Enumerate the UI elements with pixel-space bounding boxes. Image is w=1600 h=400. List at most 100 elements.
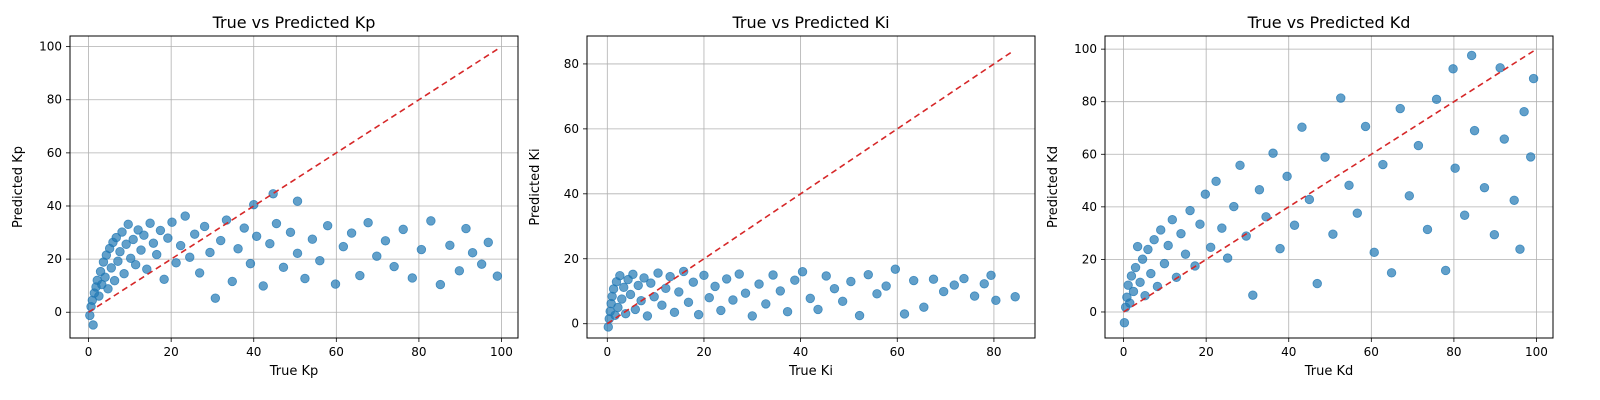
scatter-point — [991, 295, 1001, 306]
scatter-point — [363, 218, 373, 228]
scatter-point — [189, 229, 200, 239]
scatter-point — [617, 294, 627, 304]
scatter-point — [969, 291, 980, 301]
scatter-point — [1119, 318, 1130, 328]
scatter-point — [1469, 125, 1480, 136]
y-tick-label: 60 — [1082, 147, 1097, 161]
scatter-point — [1404, 191, 1415, 201]
scatter-point — [890, 264, 901, 274]
scatter-point — [704, 293, 714, 303]
scatter-point — [1130, 262, 1141, 273]
scatter-point — [210, 293, 221, 303]
scatter-point — [854, 310, 865, 321]
x-tick-label: 20 — [164, 345, 179, 359]
scatter-point — [928, 274, 939, 284]
y-tick-label: 0 — [54, 305, 62, 319]
y-tick-label: 80 — [564, 57, 579, 71]
scatter-point — [693, 309, 704, 320]
x-axis-label: True Kp — [269, 364, 319, 379]
scatter-point — [233, 244, 243, 254]
x-tick-label: 20 — [1199, 345, 1214, 359]
scatter-point — [346, 228, 357, 238]
scatter-point — [380, 236, 391, 246]
scatter-point — [123, 219, 133, 230]
scatter-point — [258, 281, 268, 291]
scatter-point — [1185, 205, 1195, 216]
scatter-point — [1328, 229, 1338, 239]
scatter-point — [109, 275, 120, 286]
scatter-point — [619, 282, 629, 293]
x-tick-label: 100 — [1525, 345, 1548, 359]
scatter-point — [979, 279, 989, 289]
scatter-point — [265, 239, 275, 249]
scatter-point — [959, 273, 969, 284]
scatter-point — [657, 300, 667, 310]
scatter-point — [245, 258, 256, 269]
scatter-point — [881, 281, 891, 291]
scatter-point — [1275, 243, 1285, 254]
chart-panel-ki: 0 20 40 60 80 0 20 40 60 80 True vs Predicted Ki Tr… — [528, 13, 1036, 379]
scatter-point — [398, 224, 408, 235]
scatter-point — [821, 271, 831, 281]
scatter-point — [728, 295, 738, 305]
scatter-point — [678, 266, 689, 277]
scatter-point — [908, 275, 919, 286]
scatter-point — [872, 289, 882, 299]
scatter-point — [139, 230, 149, 240]
scatter-point — [355, 270, 365, 281]
chart-title: True vs Predicted Kd — [1247, 13, 1411, 32]
y-tick-label: 80 — [1082, 95, 1097, 109]
scatter-point — [1128, 286, 1139, 297]
plot-area — [70, 36, 518, 338]
scatter-point — [1509, 195, 1519, 205]
scatter-point — [1146, 268, 1156, 279]
scatter-point — [1206, 242, 1216, 253]
scatter-point — [613, 302, 623, 313]
scatter-point — [155, 225, 166, 236]
scatter-point — [1217, 223, 1227, 233]
scatter-point — [1143, 244, 1153, 255]
scatter-point — [665, 271, 675, 282]
scatter-point — [467, 248, 478, 258]
scatter-point — [1235, 160, 1245, 171]
scatter-point — [167, 217, 177, 227]
scatter-point — [1422, 224, 1433, 235]
scatter-point — [292, 248, 303, 258]
scatter-point — [1167, 215, 1178, 225]
scatter-point — [1448, 64, 1458, 74]
scatter-point — [285, 227, 296, 237]
scatter-point — [171, 258, 181, 268]
scatter-point — [1352, 208, 1362, 218]
scatter-point — [1200, 189, 1211, 199]
y-axis-label: Predicted Ki — [528, 148, 543, 225]
scatter-point — [837, 296, 848, 307]
scatter-point — [669, 307, 680, 318]
scatter-point — [1413, 140, 1424, 151]
scatter-point — [1360, 121, 1371, 132]
scatter-point — [1312, 278, 1322, 289]
x-tick-label: 100 — [490, 345, 513, 359]
scatter-point — [128, 234, 138, 245]
scatter-point — [322, 220, 333, 231]
scatter-point — [148, 238, 159, 248]
scatter-point — [899, 309, 910, 319]
scatter-point — [805, 293, 815, 304]
reference-line — [606, 50, 1014, 325]
scatter-point — [100, 272, 110, 282]
scatter-point — [1125, 298, 1135, 308]
scatter-point — [829, 283, 840, 294]
scatter-point — [768, 270, 778, 280]
scatter-point — [1180, 249, 1191, 259]
scatter-point — [1261, 212, 1271, 222]
scatter-point — [292, 196, 303, 206]
scatter-point — [300, 273, 310, 284]
scatter-point — [1149, 234, 1159, 245]
x-tick-label: 0 — [1120, 345, 1128, 359]
scatter-point — [239, 223, 249, 233]
y-tick-label: 40 — [47, 199, 62, 213]
scatter-point — [1459, 210, 1470, 220]
scatter-point — [315, 256, 325, 266]
reference-line — [1123, 49, 1535, 313]
chart-title: True vs Predicted Kp — [212, 13, 376, 32]
